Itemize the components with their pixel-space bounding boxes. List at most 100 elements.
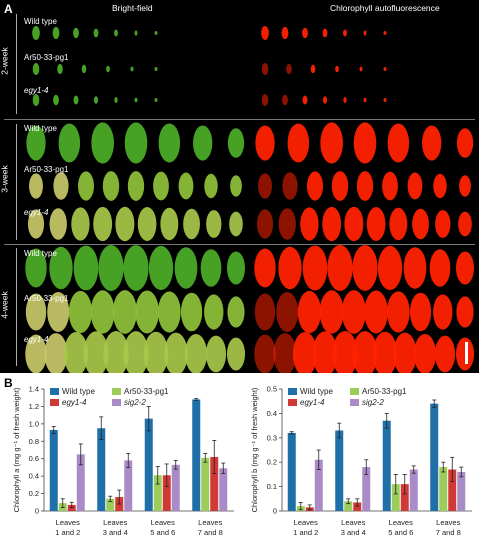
panel-a-letter: A	[4, 2, 13, 16]
bar	[335, 430, 344, 511]
fluorescence-leaf	[435, 210, 451, 238]
x-category-label: 1 and 2	[55, 528, 80, 537]
fluorescence-leaf	[458, 211, 472, 237]
legend-entry: Ar50-33-pg1	[362, 387, 407, 396]
fluorescence-leaf	[372, 331, 398, 373]
y-tick-label: 1.4	[29, 385, 39, 394]
bright-field-leaf	[112, 290, 137, 334]
legend-swatch	[288, 388, 297, 395]
fluorescence-leaf	[281, 26, 289, 40]
fluorescence-leaf	[310, 64, 316, 74]
bright-field-leaf	[227, 296, 245, 328]
bar	[400, 484, 409, 511]
fluorescence-leaf	[433, 294, 453, 330]
fluorescence-leaf	[352, 331, 378, 373]
bright-field-leaf	[153, 171, 169, 201]
bright-field-leaf	[185, 334, 207, 373]
fluorescence-leaf	[302, 95, 308, 105]
bright-field-leaf	[32, 26, 40, 40]
fluorescence-leaf	[276, 291, 299, 333]
bright-field-leaf	[206, 210, 222, 238]
bright-field-leaf	[93, 96, 99, 104]
bright-field-leaf	[148, 245, 174, 291]
week-label-4: 4-week	[0, 291, 10, 319]
bright-field-leaf	[180, 292, 203, 332]
bright-field-leaf	[44, 333, 68, 373]
bright-field-leaf	[98, 245, 124, 291]
fluorescence-leaf	[344, 206, 364, 242]
fluorescence-leaf	[429, 249, 451, 287]
bright-field-leaf	[204, 294, 224, 330]
y-tick-label: 0.8	[29, 437, 39, 446]
fluorescence-leaf	[377, 245, 403, 291]
fluorescence-leaf	[278, 246, 302, 290]
fluorescence-leaf	[409, 292, 432, 332]
fluorescence-leaf	[456, 296, 474, 328]
fluorescence-leaf	[319, 290, 344, 334]
fluorescence-leaf	[434, 335, 456, 373]
scale-bar	[465, 342, 468, 364]
fluorescence-leaf	[363, 30, 367, 36]
legend-swatch	[350, 388, 359, 395]
bright-field-leaf	[205, 335, 227, 373]
fluorescence-leaf	[393, 332, 417, 373]
bright-field-leaf	[93, 28, 99, 38]
bar	[192, 399, 201, 511]
bright-field-leaf	[134, 97, 138, 103]
bar	[144, 418, 153, 511]
bright-field-leaf	[226, 337, 246, 371]
bright-field-leaf	[63, 331, 89, 373]
legend-entry: Wild type	[62, 387, 95, 396]
bright-field-leaf	[52, 26, 60, 40]
legend-swatch	[50, 388, 59, 395]
bright-field-leaf	[158, 123, 181, 163]
y-tick-label: 0.2	[267, 458, 277, 467]
bright-field-leaf	[71, 207, 90, 241]
fluorescence-leaf	[255, 125, 275, 161]
fluorescence-leaf	[261, 94, 269, 106]
bar	[106, 498, 115, 511]
legend-entry: sig2-2	[124, 398, 146, 407]
bright-field-leaf	[137, 207, 157, 241]
bright-field-leaf	[227, 128, 245, 158]
bright-field-leaf	[58, 123, 81, 163]
bar	[124, 460, 133, 511]
group-separator	[4, 119, 475, 120]
fluorescence-leaf	[302, 245, 328, 291]
bright-field-leaf	[102, 171, 120, 201]
x-category-label: 5 and 6	[150, 528, 175, 537]
fluorescence-leaf	[422, 125, 442, 161]
fluorescence-leaf	[286, 63, 292, 75]
fluorescence-leaf	[254, 248, 276, 288]
legend-swatch	[350, 399, 359, 406]
bright-field-leaf	[25, 293, 47, 331]
fluorescence-leaf	[403, 247, 427, 289]
fluorescence-leaf	[366, 207, 386, 241]
bar	[382, 420, 391, 511]
row-label-ar50: Ar50-33-pg1	[24, 294, 69, 303]
fluorescence-leaf	[256, 209, 274, 239]
fluorescence-leaf	[332, 331, 358, 373]
bright-field-leaf	[26, 125, 46, 161]
bright-field-leaf	[160, 207, 179, 241]
fluorescence-leaf	[363, 97, 367, 103]
bright-field-leaf	[57, 63, 63, 75]
bright-field-leaf	[229, 211, 243, 237]
bright-field-leaf	[73, 95, 79, 105]
bright-field-leaf	[124, 122, 148, 164]
group-bracket	[16, 124, 17, 240]
fluorescence-leaf	[292, 331, 318, 373]
legend-entry: egy1-4	[300, 398, 325, 407]
fluorescence-leaf	[389, 207, 408, 241]
bar	[49, 429, 58, 511]
bar	[409, 469, 418, 511]
fluorescence-leaf	[387, 123, 410, 163]
y-tick-label: 0	[273, 507, 277, 516]
fluorescence-leaf	[312, 331, 338, 373]
bright-field-leaf	[114, 97, 118, 103]
fluorescence-leaf	[414, 334, 436, 373]
fluorescence-title: Chlorophyll autofluorescence	[330, 3, 440, 13]
fluorescence-leaf	[327, 245, 353, 291]
fluorescence-leaf	[320, 122, 343, 164]
bar	[391, 484, 400, 511]
